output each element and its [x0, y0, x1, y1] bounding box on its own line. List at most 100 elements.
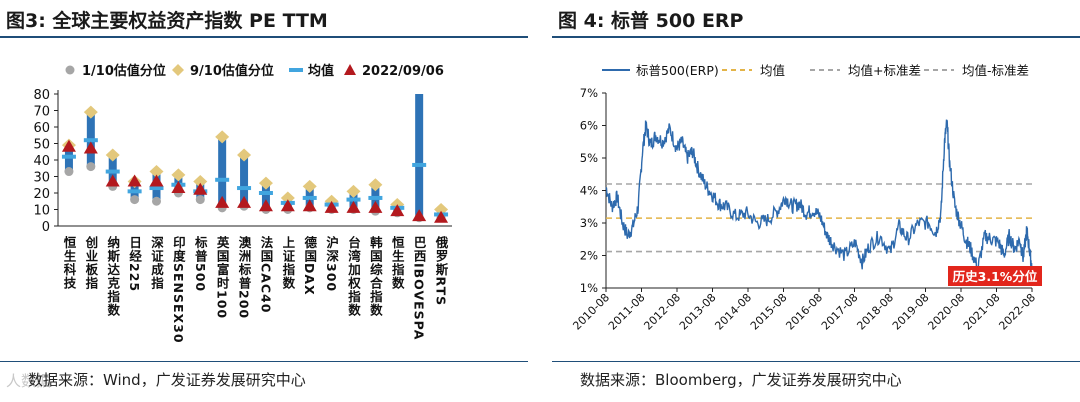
annotation-label: 历史3.1%分位: [953, 269, 1038, 284]
erp-series-line: [605, 119, 1033, 274]
x-tick-label: 2022-08: [996, 291, 1038, 333]
p90-marker: [105, 148, 120, 162]
p10-marker: [130, 195, 140, 205]
y-tick-label: 10: [33, 204, 50, 219]
category-label: 标普500: [193, 235, 208, 292]
p10-marker: [64, 167, 74, 177]
legend-label: 均值-标准差: [962, 63, 1029, 78]
x-tick-label: 2019-08: [890, 291, 932, 333]
current-marker: [302, 199, 317, 212]
mean-marker: [258, 191, 273, 195]
y-tick-label: 20: [33, 187, 50, 202]
current-marker: [324, 200, 339, 213]
p10-marker: [195, 195, 205, 205]
current-marker: [412, 209, 427, 222]
title-rule: [0, 36, 528, 38]
category-label: 沪深300: [324, 235, 339, 292]
category-label: 俄罗斯RTS: [434, 235, 449, 306]
category-label: 韩国综合指数: [368, 235, 383, 317]
p90-marker: [83, 105, 98, 119]
p90-marker: [171, 168, 186, 182]
current-marker: [127, 174, 142, 187]
x-tick-label: 2013-08: [677, 291, 719, 333]
x-tick-label: 2017-08: [819, 291, 861, 333]
y-tick-label: 2%: [580, 249, 598, 263]
current-marker: [149, 174, 164, 187]
legend-label: 标普500(ERP): [636, 63, 719, 78]
source-rule: [552, 361, 1080, 362]
annotation-box: [948, 266, 1042, 286]
legend-label: 均值+标准差: [848, 63, 921, 78]
category-label: 纳斯达克指数: [105, 235, 120, 317]
y-tick-label: 1%: [580, 281, 598, 295]
left-chart-title: 图3: 全球主要权益资产指数 PE TTM: [6, 10, 328, 32]
range-bar: [261, 183, 270, 210]
current-marker: [215, 195, 230, 208]
left-source-note: 数据来源：Wind，广发证券发展研究中心: [28, 371, 306, 389]
category-label: 澳洲标普200: [237, 235, 252, 319]
category-label: 创业板指: [83, 235, 98, 290]
range-bar: [415, 94, 424, 218]
p90-marker: [302, 179, 317, 193]
legend-label: 均值: [308, 63, 334, 79]
category-label: 日经225: [127, 236, 142, 292]
x-tick-label: 2015-08: [748, 291, 790, 333]
category-label: 德国DAX: [302, 235, 317, 296]
watermark: 人数据: [6, 372, 52, 390]
title-rule: [552, 36, 1080, 38]
y-tick-label: 40: [33, 154, 50, 169]
x-tick-label: 2011-08: [606, 291, 648, 333]
mean-marker: [149, 186, 164, 191]
y-tick-label: 70: [33, 105, 50, 120]
mean-marker: [215, 177, 230, 182]
mean-marker: [346, 197, 361, 202]
left-panel: 图3: 全球主要权益资产指数 PE TTM 1/10估值分位 9/10估值分位 均值…: [0, 0, 528, 402]
y-tick-label: 60: [33, 121, 50, 136]
category-label: 台湾加权指数: [346, 235, 361, 317]
right-panel: 图 4: 标普 500 ERP 标普500(ERP) 均值 均值+标准差 均值-标准差…: [552, 0, 1080, 402]
legend-label: 2022/09/06: [362, 64, 444, 79]
current-marker: [171, 181, 186, 194]
mean-marker: [61, 154, 76, 159]
p90-marker: [368, 178, 383, 192]
mean-marker: [302, 195, 317, 200]
current-marker: [258, 199, 273, 212]
source-rule: [0, 361, 528, 362]
mean-marker: [105, 169, 120, 174]
range-bar: [218, 136, 227, 208]
x-tick-label: 2012-08: [641, 291, 683, 333]
legend-marker-p10: [65, 65, 75, 75]
current-marker: [105, 174, 120, 187]
p90-marker: [258, 176, 273, 190]
current-marker: [434, 210, 449, 223]
y-tick-label: 80: [33, 88, 50, 103]
category-label: 英国富时100: [215, 235, 230, 319]
y-tick-label: 6%: [580, 119, 598, 133]
x-tick-label: 2010-08: [570, 291, 612, 333]
current-marker: [193, 182, 208, 195]
x-tick-label: 2014-08: [712, 291, 754, 333]
y-tick-label: 5%: [580, 151, 598, 165]
current-marker: [390, 204, 405, 217]
current-marker: [368, 200, 383, 213]
category-label: 上证指数: [280, 235, 295, 290]
right-chart-title: 图 4: 标普 500 ERP: [558, 10, 744, 32]
legend-marker-mean: [289, 68, 303, 72]
p90-marker: [193, 174, 208, 188]
p90-marker: [215, 130, 230, 144]
mean-marker: [237, 186, 252, 191]
mean-marker: [368, 195, 383, 200]
current-marker: [237, 195, 252, 208]
erp-chart: 标普500(ERP) 均值 均值+标准差 均值-标准差 1% 2% 3% 4% 5% 6% 7% 20…: [570, 63, 1042, 333]
legend-label: 1/10估值分位: [82, 63, 166, 79]
category-label: 深证成指: [149, 235, 164, 290]
y-tick-label: 50: [33, 138, 50, 153]
range-bar: [240, 155, 249, 207]
p10-marker: [152, 196, 161, 206]
category-label: 法国CAC40: [258, 235, 273, 313]
y-tick-label: 3%: [580, 216, 598, 230]
mean-marker: [412, 162, 427, 167]
y-tick-label: 30: [33, 171, 50, 186]
x-tick-label: 2018-08: [854, 291, 896, 333]
